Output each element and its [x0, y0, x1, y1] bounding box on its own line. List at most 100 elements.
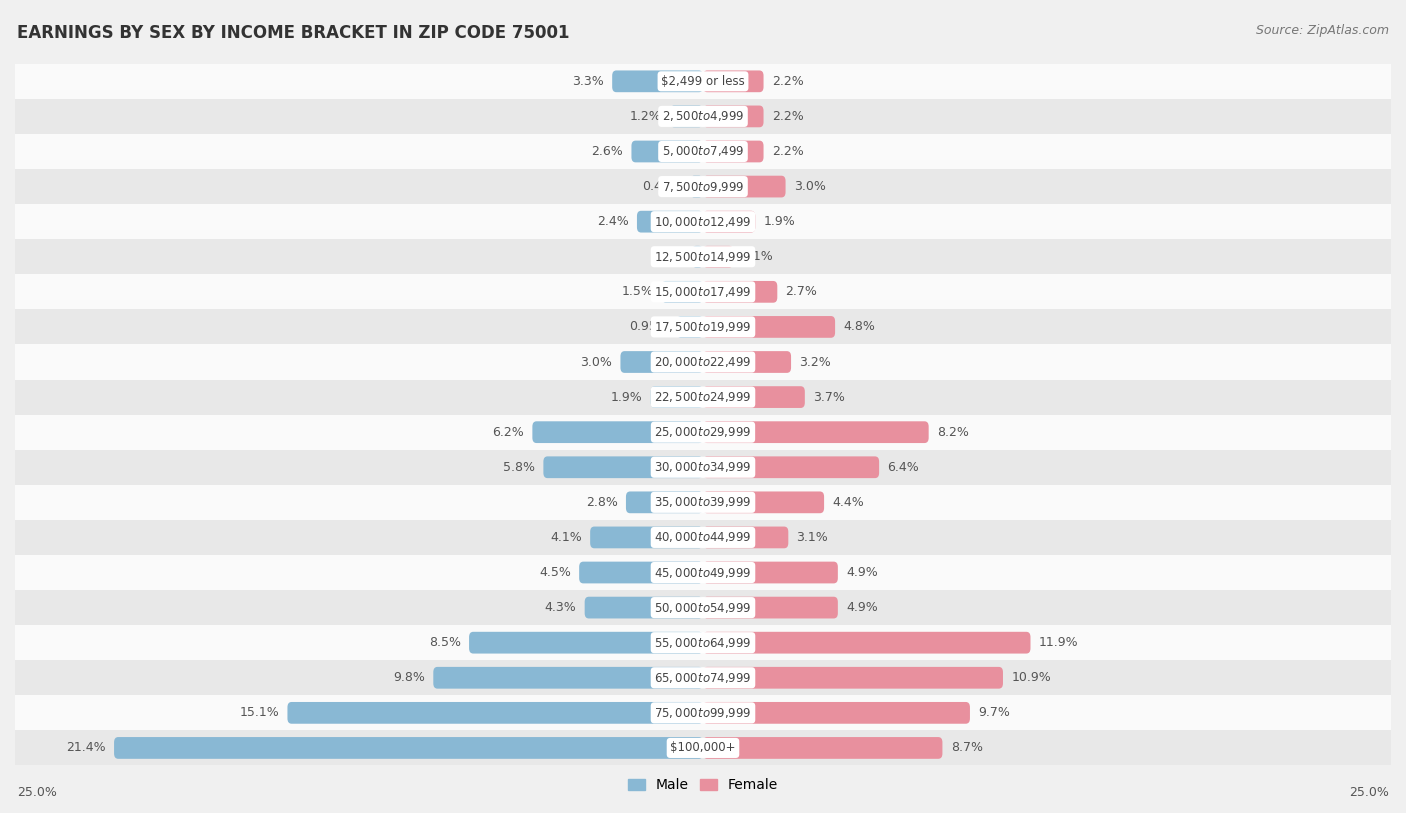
FancyBboxPatch shape: [433, 667, 703, 689]
FancyBboxPatch shape: [637, 211, 703, 233]
Text: 4.8%: 4.8%: [844, 320, 875, 333]
Text: EARNINGS BY SEX BY INCOME BRACKET IN ZIP CODE 75001: EARNINGS BY SEX BY INCOME BRACKET IN ZIP…: [17, 24, 569, 42]
FancyBboxPatch shape: [15, 695, 1391, 730]
Text: 0.4%: 0.4%: [652, 250, 683, 263]
FancyBboxPatch shape: [15, 380, 1391, 415]
Text: 8.2%: 8.2%: [936, 426, 969, 439]
Text: $7,500 to $9,999: $7,500 to $9,999: [662, 180, 744, 193]
FancyBboxPatch shape: [543, 456, 703, 478]
FancyBboxPatch shape: [703, 211, 755, 233]
FancyBboxPatch shape: [114, 737, 703, 759]
Text: 4.9%: 4.9%: [846, 601, 877, 614]
Text: $5,000 to $7,499: $5,000 to $7,499: [662, 145, 744, 159]
FancyBboxPatch shape: [703, 456, 879, 478]
Text: $2,499 or less: $2,499 or less: [661, 75, 745, 88]
Text: 2.6%: 2.6%: [592, 145, 623, 158]
Text: $35,000 to $39,999: $35,000 to $39,999: [654, 495, 752, 509]
Text: 3.7%: 3.7%: [813, 390, 845, 403]
Text: 0.47%: 0.47%: [643, 180, 682, 193]
Text: 4.3%: 4.3%: [544, 601, 576, 614]
Text: 25.0%: 25.0%: [17, 786, 56, 799]
Text: 25.0%: 25.0%: [1350, 786, 1389, 799]
Text: $10,000 to $12,499: $10,000 to $12,499: [654, 215, 752, 228]
Text: $2,500 to $4,999: $2,500 to $4,999: [662, 110, 744, 124]
FancyBboxPatch shape: [703, 106, 763, 128]
FancyBboxPatch shape: [15, 239, 1391, 274]
FancyBboxPatch shape: [579, 562, 703, 584]
Text: 2.7%: 2.7%: [786, 285, 817, 298]
FancyBboxPatch shape: [631, 141, 703, 163]
Text: $40,000 to $44,999: $40,000 to $44,999: [654, 530, 752, 545]
FancyBboxPatch shape: [591, 527, 703, 548]
Text: 21.4%: 21.4%: [66, 741, 105, 754]
FancyBboxPatch shape: [15, 625, 1391, 660]
Text: $20,000 to $22,499: $20,000 to $22,499: [654, 355, 752, 369]
FancyBboxPatch shape: [690, 176, 703, 198]
Text: $15,000 to $17,499: $15,000 to $17,499: [654, 285, 752, 299]
Text: 2.8%: 2.8%: [586, 496, 617, 509]
Text: 9.8%: 9.8%: [394, 672, 425, 685]
FancyBboxPatch shape: [612, 71, 703, 92]
FancyBboxPatch shape: [15, 450, 1391, 485]
FancyBboxPatch shape: [15, 310, 1391, 345]
Text: 3.0%: 3.0%: [794, 180, 825, 193]
FancyBboxPatch shape: [692, 246, 703, 267]
FancyBboxPatch shape: [620, 351, 703, 373]
FancyBboxPatch shape: [676, 316, 703, 337]
Text: $65,000 to $74,999: $65,000 to $74,999: [654, 671, 752, 685]
FancyBboxPatch shape: [15, 169, 1391, 204]
Text: 1.9%: 1.9%: [763, 215, 796, 228]
Text: 6.2%: 6.2%: [492, 426, 524, 439]
FancyBboxPatch shape: [703, 386, 804, 408]
FancyBboxPatch shape: [15, 555, 1391, 590]
Text: $12,500 to $14,999: $12,500 to $14,999: [654, 250, 752, 263]
FancyBboxPatch shape: [651, 386, 703, 408]
FancyBboxPatch shape: [15, 485, 1391, 520]
Text: 4.9%: 4.9%: [846, 566, 877, 579]
Text: 2.2%: 2.2%: [772, 110, 804, 123]
Text: 1.5%: 1.5%: [621, 285, 654, 298]
Text: 10.9%: 10.9%: [1011, 672, 1050, 685]
Text: 1.2%: 1.2%: [630, 110, 662, 123]
FancyBboxPatch shape: [287, 702, 703, 724]
FancyBboxPatch shape: [15, 730, 1391, 766]
Text: $22,500 to $24,999: $22,500 to $24,999: [654, 390, 752, 404]
Text: $25,000 to $29,999: $25,000 to $29,999: [654, 425, 752, 439]
Text: $45,000 to $49,999: $45,000 to $49,999: [654, 566, 752, 580]
FancyBboxPatch shape: [533, 421, 703, 443]
FancyBboxPatch shape: [703, 562, 838, 584]
FancyBboxPatch shape: [703, 71, 763, 92]
FancyBboxPatch shape: [703, 246, 734, 267]
FancyBboxPatch shape: [15, 63, 1391, 99]
FancyBboxPatch shape: [662, 281, 703, 302]
FancyBboxPatch shape: [703, 597, 838, 619]
Text: 5.8%: 5.8%: [503, 461, 536, 474]
Text: $17,500 to $19,999: $17,500 to $19,999: [654, 320, 752, 334]
Text: 2.2%: 2.2%: [772, 145, 804, 158]
Text: 4.1%: 4.1%: [550, 531, 582, 544]
FancyBboxPatch shape: [15, 590, 1391, 625]
FancyBboxPatch shape: [15, 99, 1391, 134]
Text: 0.95%: 0.95%: [628, 320, 669, 333]
FancyBboxPatch shape: [15, 274, 1391, 310]
Text: 11.9%: 11.9%: [1039, 637, 1078, 650]
Text: 2.2%: 2.2%: [772, 75, 804, 88]
FancyBboxPatch shape: [15, 134, 1391, 169]
FancyBboxPatch shape: [15, 345, 1391, 380]
FancyBboxPatch shape: [703, 141, 763, 163]
FancyBboxPatch shape: [703, 492, 824, 513]
FancyBboxPatch shape: [626, 492, 703, 513]
Text: 8.7%: 8.7%: [950, 741, 983, 754]
Text: $30,000 to $34,999: $30,000 to $34,999: [654, 460, 752, 474]
Text: 4.4%: 4.4%: [832, 496, 865, 509]
FancyBboxPatch shape: [703, 421, 929, 443]
FancyBboxPatch shape: [703, 351, 792, 373]
FancyBboxPatch shape: [703, 281, 778, 302]
FancyBboxPatch shape: [15, 415, 1391, 450]
Text: $100,000+: $100,000+: [671, 741, 735, 754]
Text: $50,000 to $54,999: $50,000 to $54,999: [654, 601, 752, 615]
FancyBboxPatch shape: [585, 597, 703, 619]
FancyBboxPatch shape: [703, 527, 789, 548]
Text: 4.5%: 4.5%: [538, 566, 571, 579]
FancyBboxPatch shape: [703, 316, 835, 337]
